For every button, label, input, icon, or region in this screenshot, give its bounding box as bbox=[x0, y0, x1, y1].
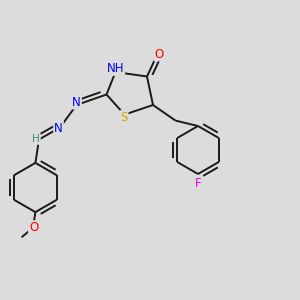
Text: N: N bbox=[72, 95, 81, 109]
Text: H: H bbox=[32, 134, 40, 144]
Text: F: F bbox=[195, 177, 201, 190]
Text: O: O bbox=[154, 47, 164, 61]
Text: N: N bbox=[54, 122, 63, 135]
Text: S: S bbox=[120, 111, 128, 124]
Text: O: O bbox=[29, 221, 38, 234]
Text: NH: NH bbox=[107, 62, 124, 75]
